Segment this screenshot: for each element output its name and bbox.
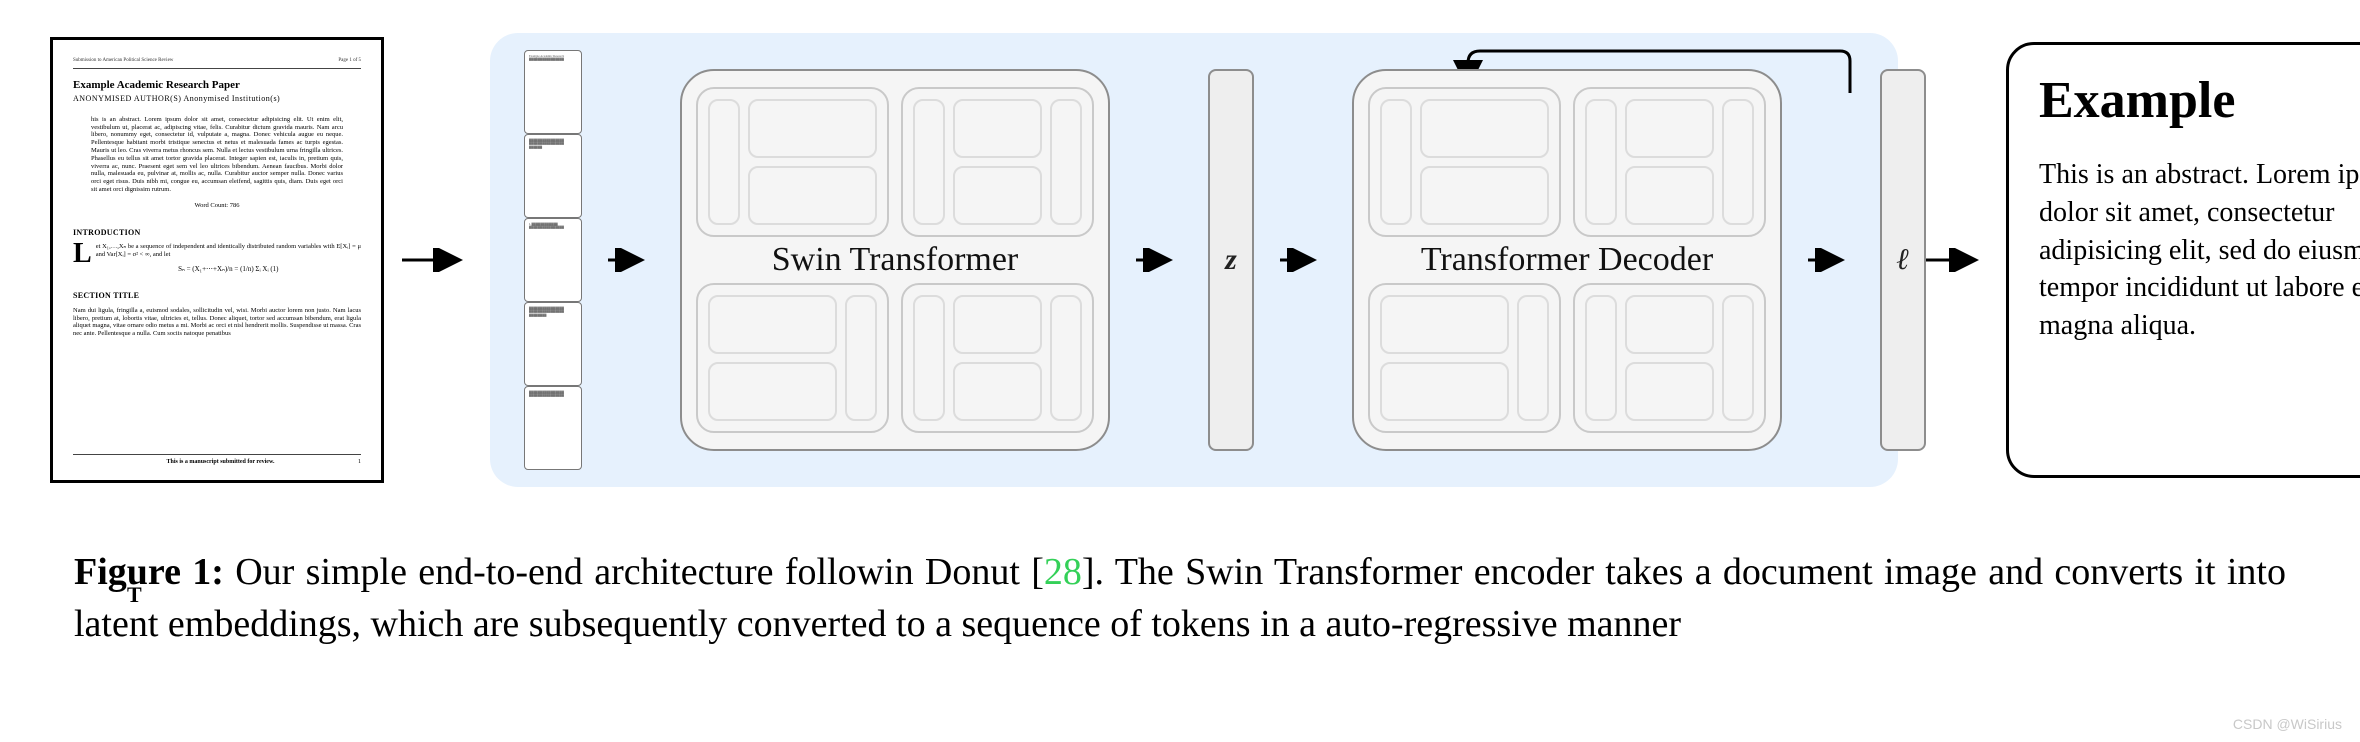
image-patches: Example Academic Research ▓▓▓▓▓▓▓▓▓▓▓▓▓▓… (524, 50, 582, 470)
doc-authors: ANONYMISED AUTHOR(S) Anonymised Institut… (73, 94, 361, 104)
doc-equation: Sₙ = (X₁+⋯+Xₙ)/n = (1/n) Σᵢ Xᵢ (1) (73, 265, 361, 273)
citation-ref: 28 (1044, 551, 1082, 593)
doc-intro-dropcap: L (73, 243, 92, 265)
decoder-label: Transformer Decoder (1354, 237, 1780, 283)
doc-abstract-text: his is an abstract. Lorem ipsum dolor si… (91, 116, 343, 193)
arrow-encoder-z (1136, 248, 1182, 272)
latent-ell: ℓ (1880, 69, 1926, 451)
patch: ▓▓▓▓▓▓▓▓▓▓▓▓▓▓▓▓ ▓▓▓▓▓▓▓▓▓▓▓▓▓▓▓▓ ▓▓▓▓▓▓ (524, 134, 582, 218)
doc-wordcount: Word Count: 786 (73, 202, 361, 210)
arrow-z-decoder (1280, 248, 1326, 272)
output-body: This is an abstract. Lorem ipsum dolor s… (2039, 156, 2360, 345)
output-title: Example (2039, 71, 2360, 130)
arrow-decoder-ell (1808, 248, 1854, 272)
doc-section-title: SECTION TITLE (73, 291, 361, 301)
arrow-doc-to-pipe (402, 248, 472, 272)
architecture-diagram: Submission to American Political Science… (50, 20, 2310, 500)
doc-footer-page: 1 (358, 459, 361, 466)
patch: ▓▓▓▓▓▓▓▓▓▓▓▓▓▓▓▓ ▓▓▓▓▓▓▓▓▓▓▓▓▓▓▓▓ ▓▓▓▓▓▓… (524, 302, 582, 386)
encoder-label: Swin Transformer (682, 237, 1108, 283)
figure-caption: Figure 1: Our simple end-to-end architec… (74, 546, 2286, 651)
doc-title: Example Academic Research Paper (73, 79, 361, 92)
patch: Example Academic Research ▓▓▓▓▓▓▓▓▓▓▓▓▓▓… (524, 50, 582, 134)
patch: ▓▓▓▓▓▓▓▓▓▓▓▓▓▓▓▓ ▓▓▓▓▓▓▓▓▓▓▓▓▓▓▓▓ (524, 386, 582, 470)
transformer-decoder: Transformer Decoder (1352, 69, 1782, 451)
doc-intro: L et X₁,…,Xₙ be a sequence of independen… (73, 243, 361, 259)
latent-z: z (1208, 69, 1254, 451)
input-document: Submission to American Political Science… (50, 37, 384, 483)
patch: L ▓▓▓▓▓▓▓▓▓▓▓▓ ▓▓▓▓▓▓▓▓▓▓▓▓▓▓▓▓ (524, 218, 582, 302)
doc-header-right: Page 1 of 5 (338, 58, 361, 64)
doc-footer: This is a manuscript submitted for revie… (83, 459, 358, 466)
caption-before: Our simple end-to-end architecture follo… (224, 551, 1044, 593)
watermark: CSDN @WiSirius (2233, 716, 2342, 732)
swin-transformer-encoder: Swin Transformer (680, 69, 1110, 451)
arrow-patches-encoder (608, 248, 654, 272)
doc-abstract: T his is an abstract. Lorem ipsum dolor … (73, 116, 361, 194)
figure-label: Figure 1: (74, 551, 224, 593)
doc-header-left: Submission to American Political Science… (73, 58, 173, 64)
doc-body2: Nam dui ligula, fringilla a, euismod sod… (73, 307, 361, 338)
pipeline-panel: Example Academic Research ▓▓▓▓▓▓▓▓▓▓▓▓▓▓… (490, 33, 1898, 487)
doc-intro-text: et X₁,…,Xₙ be a sequence of independent … (96, 243, 361, 258)
doc-section-intro: INTRODUCTION (73, 228, 361, 238)
output-card: Example This is an abstract. Lorem ipsum… (2006, 42, 2360, 478)
